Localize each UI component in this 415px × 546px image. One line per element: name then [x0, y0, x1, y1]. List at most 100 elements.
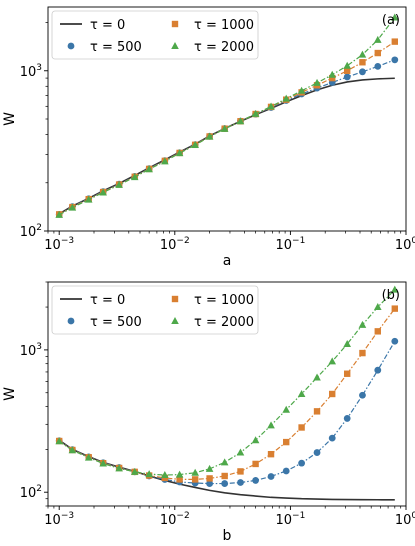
- data-point: [145, 165, 153, 173]
- data-point: [68, 446, 77, 454]
- legend-entry: τ = 1000: [171, 18, 254, 33]
- legend: τ = 0 τ = 500 τ = 1000 τ = 2000: [51, 285, 259, 335]
- data-point: [391, 337, 399, 345]
- data-point: [297, 389, 306, 397]
- data-point: [328, 357, 337, 365]
- legend-entry: τ = 0: [60, 18, 125, 33]
- legend: τ = 0 τ = 500 τ = 1000 τ = 2000: [51, 10, 259, 60]
- data-point: [373, 303, 382, 311]
- data-point: [252, 460, 259, 468]
- data-point: [252, 477, 260, 484]
- data-point: [175, 149, 184, 157]
- legend-swatch: [67, 42, 75, 50]
- data-point: [206, 480, 214, 487]
- data-point: [161, 471, 169, 479]
- legend-swatch: [171, 295, 179, 303]
- data-point: [391, 305, 398, 312]
- legend-label: τ = 1000: [194, 18, 254, 33]
- legend-label: τ = 0: [90, 18, 125, 33]
- legend-label: τ = 500: [90, 315, 142, 330]
- data-point: [220, 458, 229, 466]
- data-point: [84, 453, 93, 461]
- y-tick-label: 103: [20, 63, 42, 80]
- data-point: [313, 373, 321, 381]
- data-point: [267, 473, 275, 480]
- legend-entry: τ = 0: [60, 293, 125, 308]
- data-point: [297, 86, 306, 94]
- series-3: [55, 13, 399, 218]
- series-line: [58, 340, 396, 485]
- data-point: [358, 50, 367, 58]
- data-point: [99, 459, 107, 467]
- data-point: [191, 468, 199, 476]
- plot-area: [55, 285, 399, 501]
- legend-swatch: [67, 317, 75, 325]
- y-tick-label: 102: [20, 223, 42, 240]
- data-point: [344, 370, 351, 377]
- data-point: [359, 349, 366, 357]
- data-point: [329, 390, 336, 398]
- y-tick-label: 102: [20, 484, 42, 501]
- data-point: [267, 450, 275, 458]
- data-point: [205, 464, 214, 472]
- y-axis-label: W: [2, 112, 18, 126]
- data-point: [359, 68, 366, 76]
- data-point: [328, 70, 337, 78]
- data-point: [175, 470, 184, 478]
- data-point: [374, 62, 382, 70]
- x-tick-label: 10−1: [275, 236, 305, 253]
- data-point: [115, 180, 123, 188]
- legend-entry: τ = 500: [67, 40, 142, 55]
- x-axis-label: b: [223, 528, 232, 544]
- data-point: [373, 35, 382, 43]
- x-tick-label: 10−3: [44, 236, 74, 253]
- data-point: [313, 449, 321, 456]
- data-point: [221, 480, 229, 487]
- series-line: [58, 289, 396, 476]
- data-point: [390, 13, 399, 21]
- data-point: [358, 320, 367, 328]
- legend-label: τ = 0: [90, 293, 125, 308]
- series-0: [58, 77, 395, 215]
- data-point: [282, 405, 291, 413]
- data-point: [221, 472, 228, 480]
- data-point: [237, 468, 244, 475]
- data-point: [359, 59, 366, 66]
- data-point: [298, 424, 305, 431]
- legend-label: τ = 500: [90, 40, 142, 55]
- data-point: [145, 470, 153, 478]
- data-point: [374, 49, 381, 57]
- data-point: [236, 117, 245, 125]
- data-point: [99, 188, 107, 196]
- panel-b: 10−3 10−2 10−1 100 102 103 b Wτ = 0 τ = 500 τ = 1…: [2, 281, 415, 544]
- x-tick-label: 10−3: [44, 511, 74, 528]
- panel-label: (a): [382, 13, 400, 28]
- legend-entry: τ = 2000: [171, 315, 254, 330]
- data-point: [329, 74, 336, 82]
- x-tick-label: 10−2: [160, 236, 190, 253]
- data-point: [84, 195, 93, 203]
- data-point: [283, 438, 290, 446]
- panel-label: (b): [382, 288, 400, 303]
- series-1: [55, 56, 399, 218]
- data-point: [282, 467, 290, 475]
- legend-entry: τ = 500: [67, 315, 142, 330]
- data-point: [251, 109, 260, 117]
- data-point: [298, 459, 306, 467]
- data-point: [282, 94, 291, 102]
- legend-frame: [51, 285, 259, 335]
- data-point: [55, 210, 64, 218]
- data-point: [191, 476, 199, 483]
- data-point: [191, 141, 199, 149]
- data-point: [391, 38, 398, 45]
- data-point: [130, 173, 139, 181]
- legend-label: τ = 1000: [194, 293, 254, 308]
- legend-swatch: [171, 20, 179, 28]
- series-line: [58, 439, 395, 501]
- data-point: [236, 448, 245, 456]
- x-tick-label: 100: [395, 236, 415, 253]
- data-point: [343, 415, 351, 422]
- data-point: [206, 475, 213, 482]
- data-point: [343, 61, 352, 69]
